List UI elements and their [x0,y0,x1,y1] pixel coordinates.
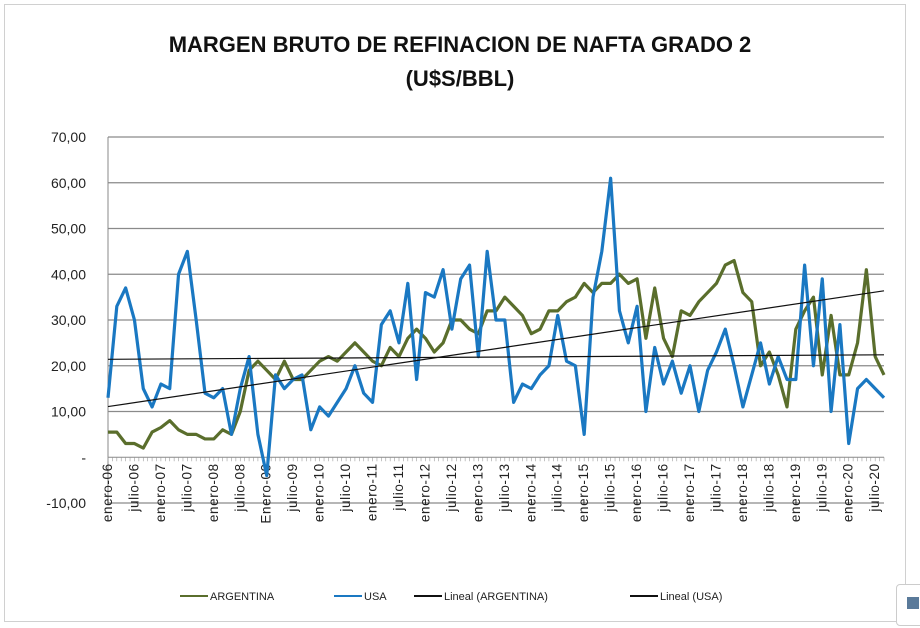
side-panel-button[interactable] [896,584,920,626]
x-tick-label: enero-14 [523,463,538,522]
x-tick-label: julio-07 [179,463,194,512]
legend-label: Lineal (ARGENTINA) [444,591,548,603]
y-tick-label: -10,00 [46,495,86,511]
x-tick-label: julio-13 [497,463,512,512]
x-tick-label: julio-12 [444,463,459,512]
x-tick-label: enero-20 [841,463,856,522]
x-tick-label: julio-16 [656,463,671,512]
x-tick-label: julio-10 [338,463,353,512]
x-tick-label: enero-17 [682,463,697,522]
legend-label: Lineal (USA) [660,591,722,603]
x-tick-label: enero-12 [417,463,432,522]
x-tick-label: julio-11 [391,463,406,511]
x-tick-label: enero-19 [788,463,803,522]
series-line-argentina [108,258,886,450]
x-tick-label: enero-08 [206,463,221,522]
x-tick-label: enero-13 [470,463,485,522]
y-tick-label: 50,00 [51,221,86,237]
x-tick-label: Enero-09 [259,463,274,523]
x-tick-label: enero-15 [576,463,591,522]
trendline-usa [107,354,885,360]
x-tick-label: julio-14 [550,463,565,512]
x-tick-label: enero-07 [153,463,168,522]
x-tick-label: julio-18 [761,463,776,512]
y-tick-label: 10,00 [51,404,86,420]
x-tick-label: julio-08 [232,463,247,512]
y-tick-label: - [81,449,86,465]
series-line-usa [106,176,886,478]
chart-subtitle: (U$S/BBL) [405,66,515,91]
y-tick-label: 20,00 [51,358,86,374]
y-tick-label: 30,00 [51,312,86,328]
y-tick-label: 60,00 [51,175,86,191]
legend-label: USA [364,591,387,603]
x-tick-label: enero-16 [629,463,644,522]
x-tick-label: julio-17 [708,463,723,512]
y-tick-label: 70,00 [51,129,86,145]
x-tick-label: enero-18 [735,463,750,522]
document-icon [907,597,919,609]
x-tick-label: enero-06 [100,463,115,522]
legend-label: ARGENTINA [210,591,275,603]
x-tick-label: enero-11 [365,463,380,521]
trendline-argentina [107,290,885,408]
y-tick-label: 40,00 [51,266,86,282]
x-tick-label: julio-06 [126,463,141,512]
x-tick-label: julio-20 [867,463,882,512]
x-tick-label: julio-19 [814,463,829,512]
chart-title: MARGEN BRUTO DE REFINACION DE NAFTA GRAD… [168,32,752,57]
x-tick-label: julio-09 [285,463,300,512]
x-tick-label: enero-10 [312,463,327,522]
x-tick-label: julio-15 [603,463,618,512]
